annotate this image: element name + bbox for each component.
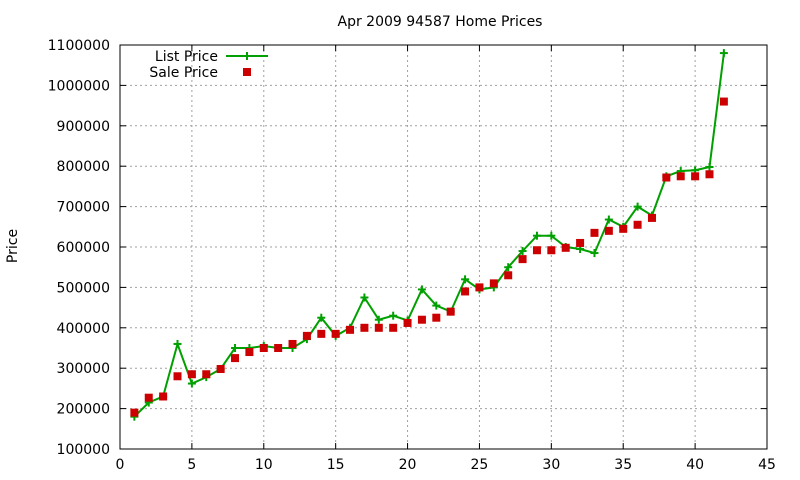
y-tick-label: 900000 <box>57 119 110 135</box>
list-price-point <box>417 285 426 294</box>
list-price-point <box>719 49 728 58</box>
sale-price-point <box>432 313 441 322</box>
y-tick-label: 1000000 <box>48 78 110 94</box>
sale-price-point <box>403 318 412 327</box>
legend: List Price Sale Price <box>149 49 268 81</box>
grid <box>120 45 767 449</box>
y-axis-label: Price <box>5 229 21 263</box>
list-price-point <box>604 215 613 224</box>
legend-label-sale-price: Sale Price <box>149 65 218 81</box>
sale-price-point <box>446 307 455 316</box>
x-tick-label: 35 <box>614 457 632 473</box>
sale-price-point <box>317 329 326 338</box>
list-price-point <box>173 339 182 348</box>
plot-frame <box>119 44 768 450</box>
sale-price-point <box>360 323 369 332</box>
sale-price-point <box>518 255 527 264</box>
list-price-point <box>231 344 240 352</box>
list-price-point <box>360 293 369 302</box>
sale-price-point <box>489 279 498 288</box>
sale-price-point <box>619 224 628 233</box>
sale-price-point <box>647 213 656 222</box>
x-tick-label: 10 <box>255 457 273 473</box>
sale-price-point <box>144 393 153 402</box>
x-tick-label: 45 <box>758 457 776 473</box>
sale-price-point <box>346 325 355 334</box>
sale-price-point <box>633 220 642 229</box>
sale-price-point <box>590 228 599 237</box>
sale-price-point <box>173 372 182 381</box>
list-price-point <box>590 249 599 258</box>
sale-price-point <box>216 365 225 374</box>
x-tick-label: 20 <box>399 457 417 473</box>
sale-price-point <box>662 173 671 182</box>
sale-price-point <box>461 287 470 296</box>
sale-price-point <box>504 271 513 280</box>
sale-price-point <box>374 323 383 332</box>
list-price-point <box>518 247 527 256</box>
sale-price-point <box>576 238 585 247</box>
list-price-point <box>389 311 398 320</box>
y-tick-label: 1100000 <box>48 38 110 54</box>
list-price-point <box>504 263 513 272</box>
list-price-point <box>317 313 326 322</box>
legend-marker-list-price <box>243 52 251 60</box>
legend-label-list-price: List Price <box>155 49 218 65</box>
list-price-point <box>432 301 441 310</box>
sale-price-point <box>417 315 426 324</box>
sale-price-point <box>719 97 728 106</box>
x-tick-label: 25 <box>471 457 489 473</box>
x-tick-label: 0 <box>116 457 125 473</box>
sale-price-point <box>705 170 714 179</box>
list-price-point <box>532 231 541 240</box>
sale-price-point <box>187 370 196 379</box>
sale-price-point <box>532 246 541 255</box>
sale-price-point <box>676 172 685 181</box>
x-tick-label: 15 <box>327 457 345 473</box>
sale-price-point <box>202 370 211 379</box>
x-tick-label: 40 <box>686 457 704 473</box>
sale-price-point <box>231 354 240 363</box>
sale-price-point <box>547 246 556 255</box>
sale-price-point <box>245 348 254 357</box>
list-price-point <box>374 315 383 324</box>
list-price-point <box>461 275 470 284</box>
list-price-point <box>633 202 642 211</box>
axes: 0 5 10 15 20 25 30 35 40 45 100000 200000 300000 4000… <box>48 38 776 473</box>
list-price-point <box>187 379 196 388</box>
list-price-point <box>705 163 714 172</box>
y-tick-label: 800000 <box>57 159 110 175</box>
list-price-line <box>133 52 725 418</box>
sale-price-point <box>259 344 268 352</box>
y-tick-label: 200000 <box>57 402 110 418</box>
sale-price-point <box>691 172 700 181</box>
plot-series <box>130 49 728 421</box>
y-tick-label: 100000 <box>57 442 110 458</box>
sale-price-point <box>130 408 139 417</box>
sale-price-point <box>274 344 283 352</box>
y-tick-label: 700000 <box>57 200 110 216</box>
y-tick-label: 600000 <box>57 240 110 256</box>
sale-price-point <box>288 339 297 348</box>
sale-price-point <box>331 329 340 338</box>
sale-price-point <box>475 283 484 292</box>
y-tick-label: 300000 <box>57 361 110 377</box>
sale-price-point <box>302 331 311 340</box>
chart-title: Apr 2009 94587 Home Prices <box>338 14 543 30</box>
x-tick-label: 30 <box>542 457 560 473</box>
sale-price-point <box>561 243 570 252</box>
x-tick-label: 5 <box>187 457 196 473</box>
y-tick-label: 400000 <box>57 321 110 337</box>
legend-marker-sale-price <box>243 68 251 76</box>
sale-price-point <box>159 392 168 401</box>
list-price-point <box>547 231 556 240</box>
sale-price-point <box>604 226 613 235</box>
y-tick-label: 500000 <box>57 280 110 296</box>
sale-price-point <box>389 323 398 332</box>
